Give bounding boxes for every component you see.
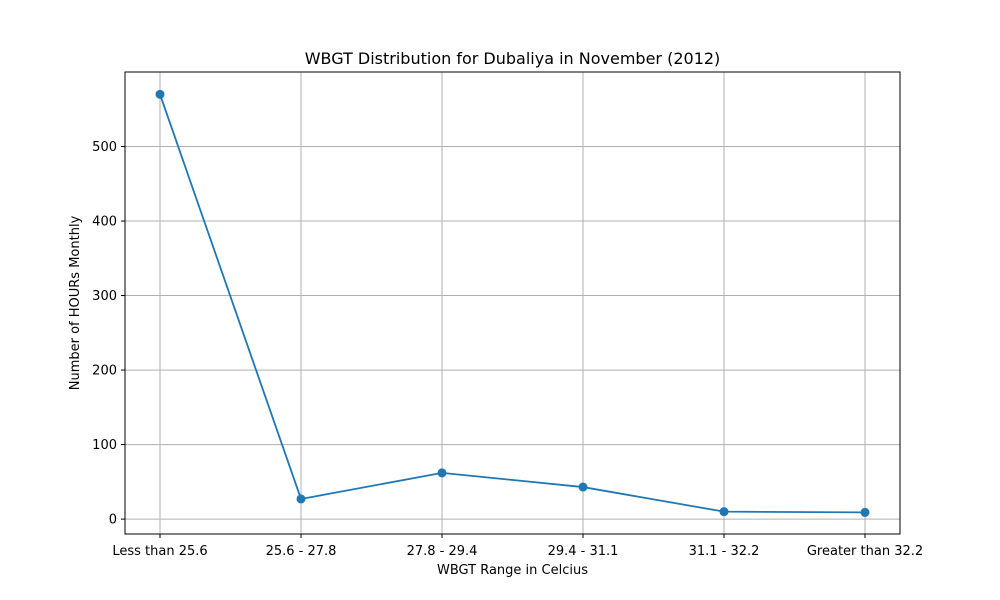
y-tick-label: 500 <box>92 140 117 155</box>
y-tick-label: 300 <box>92 289 117 304</box>
y-tick-label: 0 <box>109 513 117 528</box>
grid <box>125 72 900 534</box>
x-tick-label: 27.8 - 29.4 <box>407 544 478 559</box>
x-tick-label: 31.1 - 32.2 <box>689 544 760 559</box>
data-point <box>437 468 447 478</box>
series-line <box>159 94 866 514</box>
y-axis-title: Number of HOURs Monthly <box>68 215 83 390</box>
x-tick-label: Greater than 32.2 <box>807 544 923 559</box>
data-point <box>296 494 306 504</box>
y-tick-label: 100 <box>92 438 117 453</box>
data-point <box>578 482 588 492</box>
chart-title: WBGT Distribution for Dubaliya in Novemb… <box>305 49 721 68</box>
y-tick-label: 200 <box>92 364 117 379</box>
x-tick-label: Less than 25.6 <box>112 544 207 559</box>
axis-ticks: Less than 25.6 25.6 - 27.8 27.8 - 29.4 29.4… <box>92 140 923 559</box>
y-tick-label: 400 <box>92 215 117 230</box>
data-point <box>719 507 729 517</box>
plot-frame <box>124 71 901 535</box>
x-axis-title: WBGT Range in Celcius <box>437 563 588 578</box>
x-tick-label: 25.6 - 27.8 <box>266 544 337 559</box>
data-point <box>860 507 870 517</box>
data-point <box>155 89 165 99</box>
x-tick-label: 29.4 - 31.1 <box>548 544 619 559</box>
series <box>155 89 870 517</box>
